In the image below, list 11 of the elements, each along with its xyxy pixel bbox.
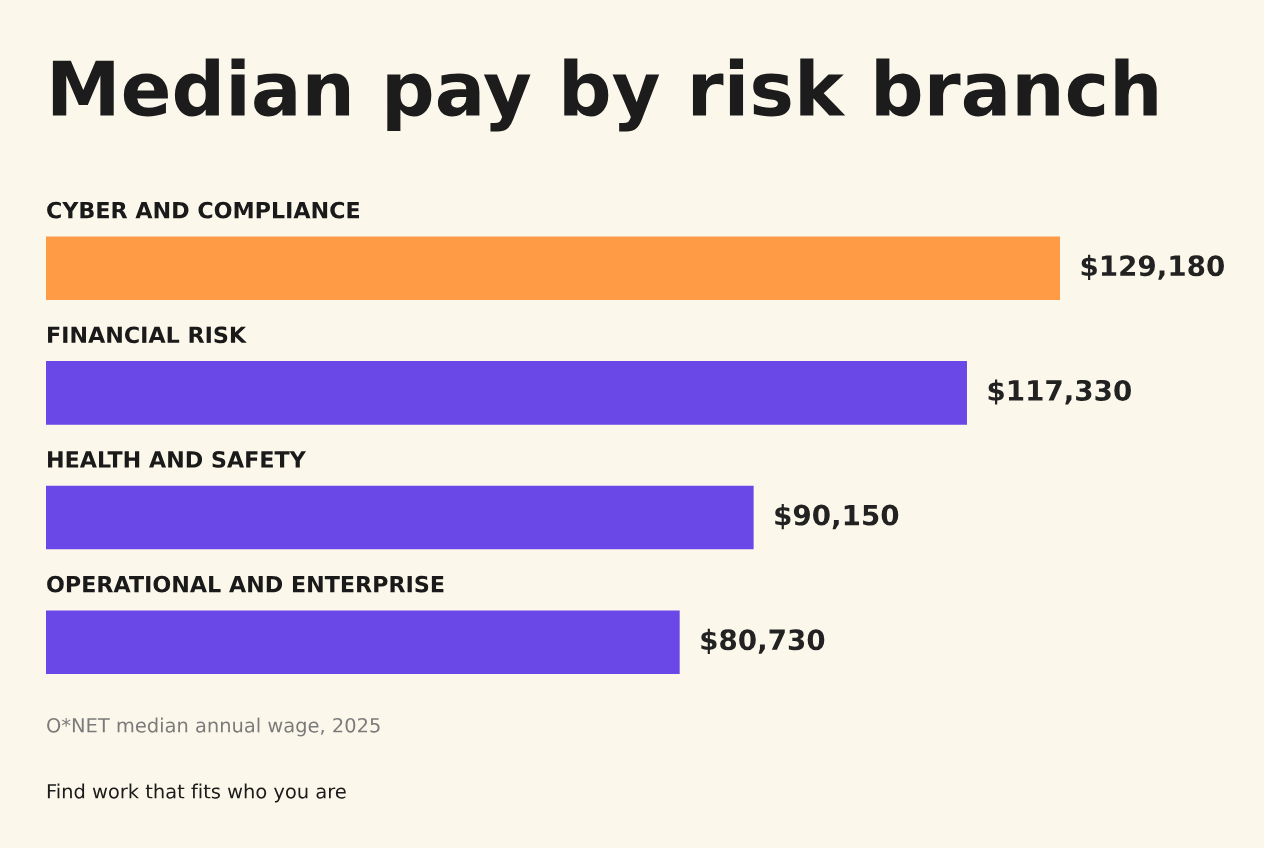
y-tick-label: CYBER AND COMPLIANCE — [47, 201, 360, 219]
text: O*NET median annual wage, 2025 — [47, 717, 380, 737]
text: Find work that fits who you are — [47, 783, 346, 803]
data-label: $117,330 — [988, 379, 1131, 405]
chart-title: Median pay by risk branch — [52, 58, 1157, 132]
data-label: $90,150 — [775, 504, 899, 530]
y-tick-label: FINANCIAL RISK — [48, 326, 247, 344]
data-label: $129,180 — [1081, 254, 1224, 280]
y-tick-label: OPERATIONAL AND ENTERPRISE — [47, 575, 444, 593]
data-label: $80,730 — [701, 628, 825, 654]
y-tick-label: HEALTH AND SAFETY — [48, 451, 306, 468]
